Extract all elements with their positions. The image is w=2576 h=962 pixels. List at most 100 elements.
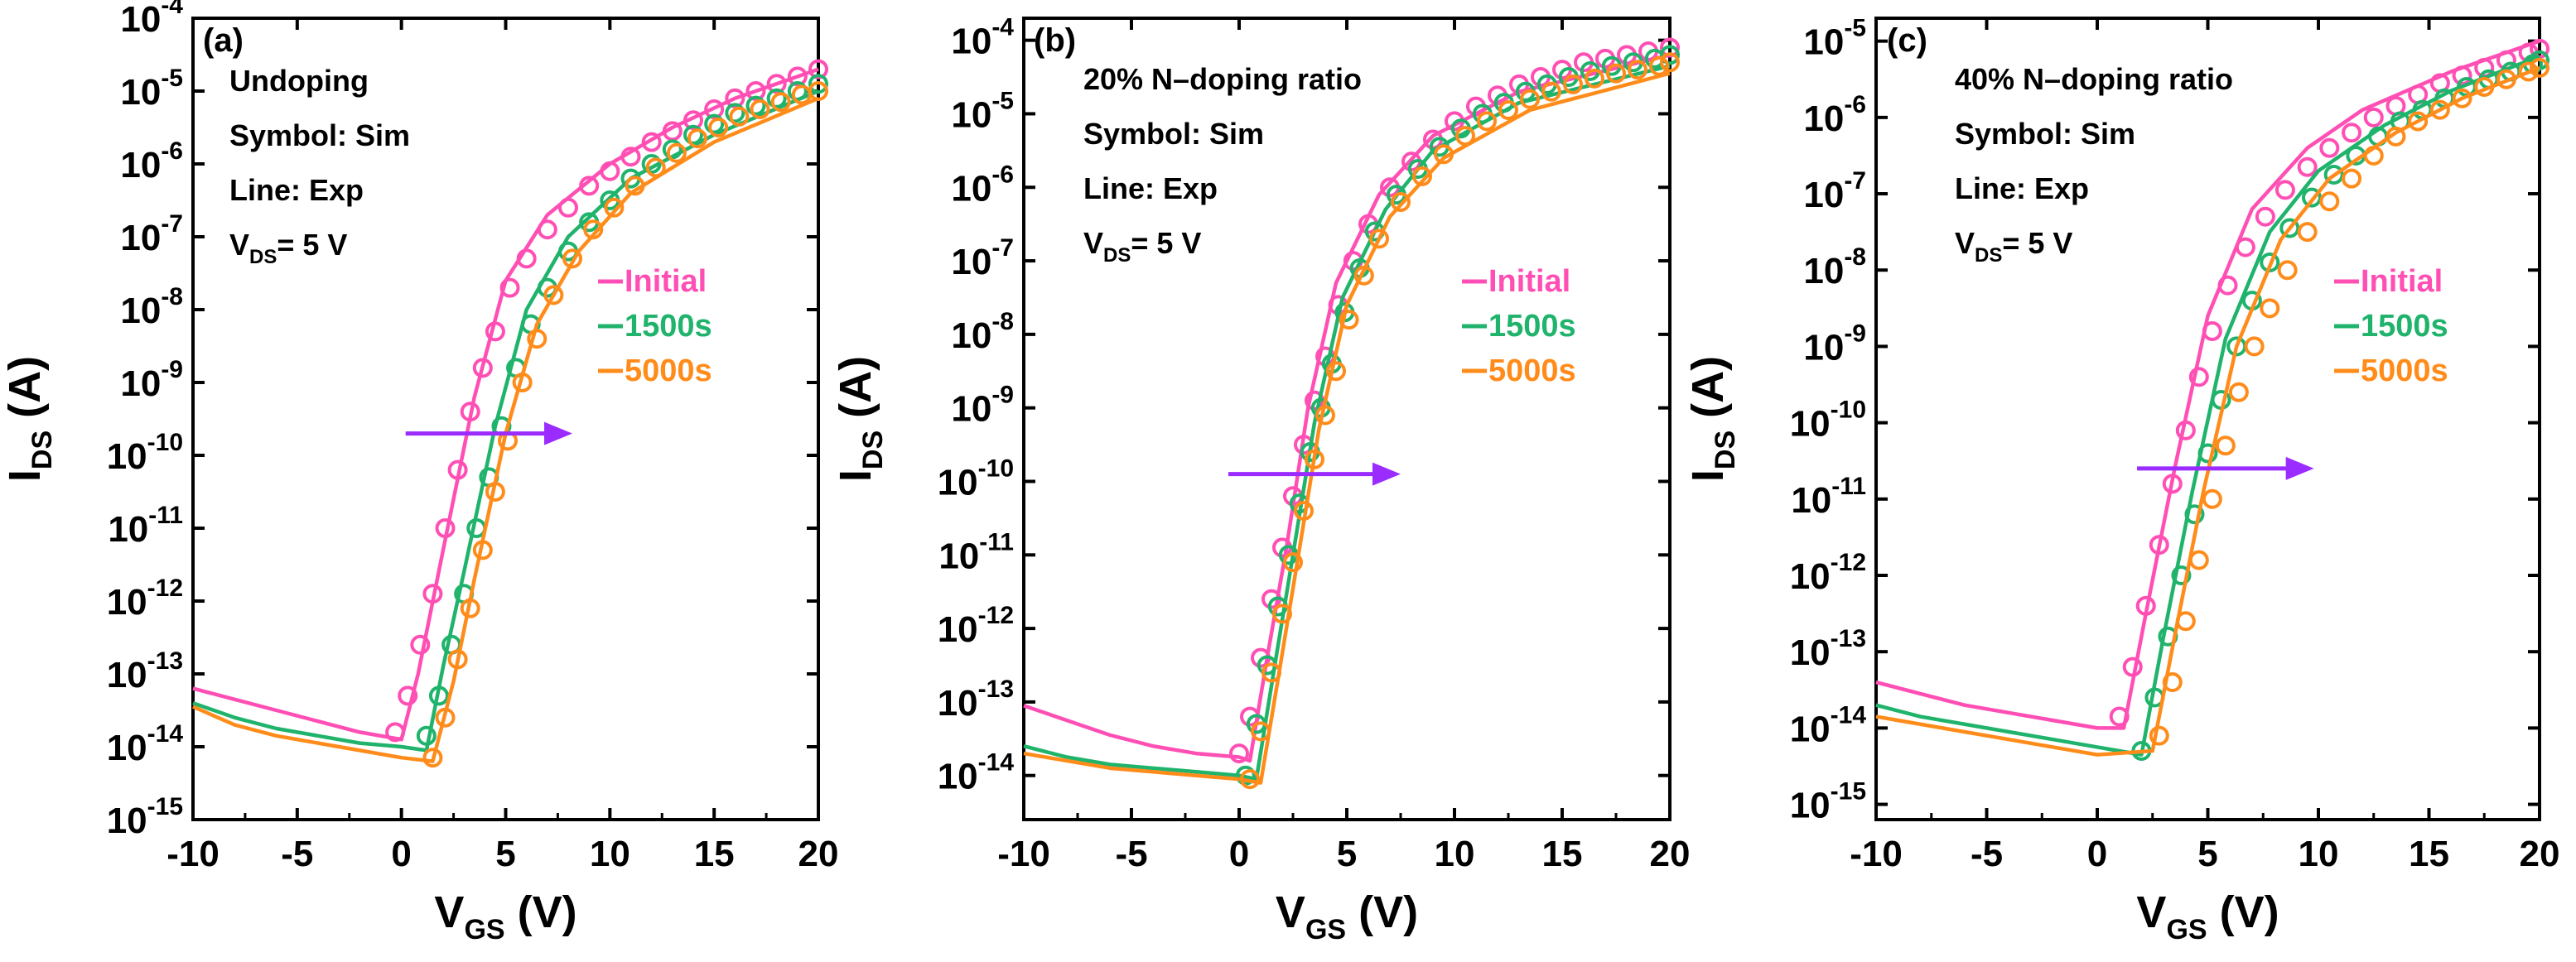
x-axis-title-tail: (V): [505, 887, 577, 937]
chart-panel-2: -10 -5 0 5 10 15 2010-410-510-610-710-810-910-…: [831, 14, 1690, 945]
vds-tail: = 5 V: [277, 228, 347, 262]
x-axis-title-sub: GS: [464, 914, 504, 945]
y-tick-base: 10: [107, 655, 147, 695]
series-marker: [2452, 65, 2472, 86]
series-marker: [1606, 63, 1626, 84]
y-tick-exponent: -12: [1831, 549, 1866, 576]
series-marker: [485, 482, 505, 502]
series-marker: [725, 103, 745, 123]
series-marker: [1628, 60, 1647, 80]
series-marker: [512, 373, 533, 392]
y-axis-title: IDS (A): [0, 356, 58, 482]
series-marker: [2496, 69, 2516, 89]
x-tick-label: 5: [495, 834, 515, 874]
series-marker: [641, 132, 662, 152]
y-tick-base: 10: [107, 728, 147, 768]
series-marker: [2149, 725, 2169, 746]
vds-annotation: VDS= 5 V: [1955, 226, 2072, 267]
series-marker: [708, 118, 729, 137]
series-marker: [1498, 100, 1518, 121]
y-tick-label: 10-14: [1790, 701, 1867, 749]
y-tick-base: 10: [1790, 709, 1831, 749]
y-tick-label: 10-6: [120, 137, 183, 185]
series-marker: [428, 685, 449, 706]
series-marker: [1261, 662, 1281, 683]
series-marker: [537, 219, 557, 240]
series-line: [1023, 53, 1671, 763]
vds-main: V: [1083, 226, 1103, 260]
vds-main: V: [1955, 226, 1975, 260]
series-marker: [2301, 187, 2322, 208]
y-tick-base: 10: [120, 291, 161, 331]
series-marker: [2474, 76, 2495, 97]
y-tick-base: 10: [120, 363, 161, 404]
x-tick-label: 10: [2299, 834, 2339, 874]
series-marker: [2408, 111, 2429, 132]
y-tick-label: 10-4: [120, 0, 183, 40]
y-tick-label: 10-8: [951, 308, 1014, 356]
series-marker: [2244, 336, 2265, 357]
y-tick-exponent: -10: [1831, 397, 1866, 424]
series-line: [192, 89, 819, 753]
series-marker: [2202, 488, 2222, 509]
legend-label: 1500s: [2361, 309, 2448, 344]
series-marker: [447, 649, 468, 670]
legend-label: Initial: [625, 264, 707, 299]
x-tick-label: 10: [590, 834, 630, 874]
y-tick-exponent: -5: [161, 65, 183, 92]
series-marker: [472, 540, 493, 560]
x-tick-label: 5: [1337, 834, 1357, 874]
x-tick-label: 10: [1435, 834, 1475, 874]
panel-label: (a): [203, 22, 244, 59]
series-marker: [2197, 443, 2218, 464]
series-marker: [2215, 435, 2236, 456]
series-marker: [558, 197, 578, 218]
y-tick-base: 10: [120, 72, 161, 113]
series-marker: [2175, 420, 2196, 440]
series-marker: [770, 92, 791, 113]
panel-label: (b): [1034, 22, 1076, 59]
series-marker: [1541, 81, 1561, 102]
y-tick-label: 10-6: [1803, 91, 1866, 139]
series-marker: [485, 321, 505, 342]
y-tick-label: 10-10: [938, 455, 1014, 503]
y-tick-exponent: -10: [978, 455, 1014, 482]
series-1500s: [1875, 50, 2549, 762]
series-marker: [460, 598, 480, 618]
series-marker: [447, 459, 468, 480]
x-tick-label: -10: [997, 834, 1050, 874]
series-marker: [604, 197, 625, 218]
x-axis-title-main: V: [2136, 887, 2166, 937]
y-tick-exponent: -11: [979, 528, 1014, 556]
series-marker: [683, 110, 703, 131]
y-tick-label: 10-4: [951, 14, 1014, 62]
y-tick-base: 10: [120, 218, 161, 258]
x-tick-label: 20: [798, 834, 839, 874]
series-marker: [1251, 721, 1271, 742]
series-marker: [625, 176, 645, 196]
y-tick-base: 10: [951, 94, 991, 135]
x-tick-label: 0: [391, 834, 411, 874]
y-tick-label: 10-15: [1790, 778, 1866, 826]
y-tick-base: 10: [951, 242, 991, 282]
y-tick-base: 10: [120, 145, 161, 185]
y-tick-exponent: -10: [147, 429, 183, 456]
series-marker: [641, 154, 662, 174]
series-marker: [787, 66, 808, 87]
series-marker: [2342, 123, 2362, 143]
series-marker: [1585, 68, 1604, 89]
y-tick-base: 10: [1790, 556, 1831, 597]
series-marker: [2162, 474, 2183, 494]
series-marker: [2235, 237, 2255, 257]
annotation-text: Line: Exp: [1083, 171, 1218, 205]
series-marker: [766, 88, 787, 108]
annotation-text: Symbol: Sim: [229, 118, 410, 152]
y-tick-base: 10: [938, 757, 978, 797]
y-axis-title-tail: (A): [1683, 356, 1733, 430]
y-axis-title-tail: (A): [831, 356, 880, 430]
series-marker: [645, 157, 666, 178]
y-tick-label: 10-11: [938, 528, 1014, 576]
x-tick-label: -5: [281, 834, 313, 874]
y-tick-base: 10: [1790, 404, 1831, 445]
